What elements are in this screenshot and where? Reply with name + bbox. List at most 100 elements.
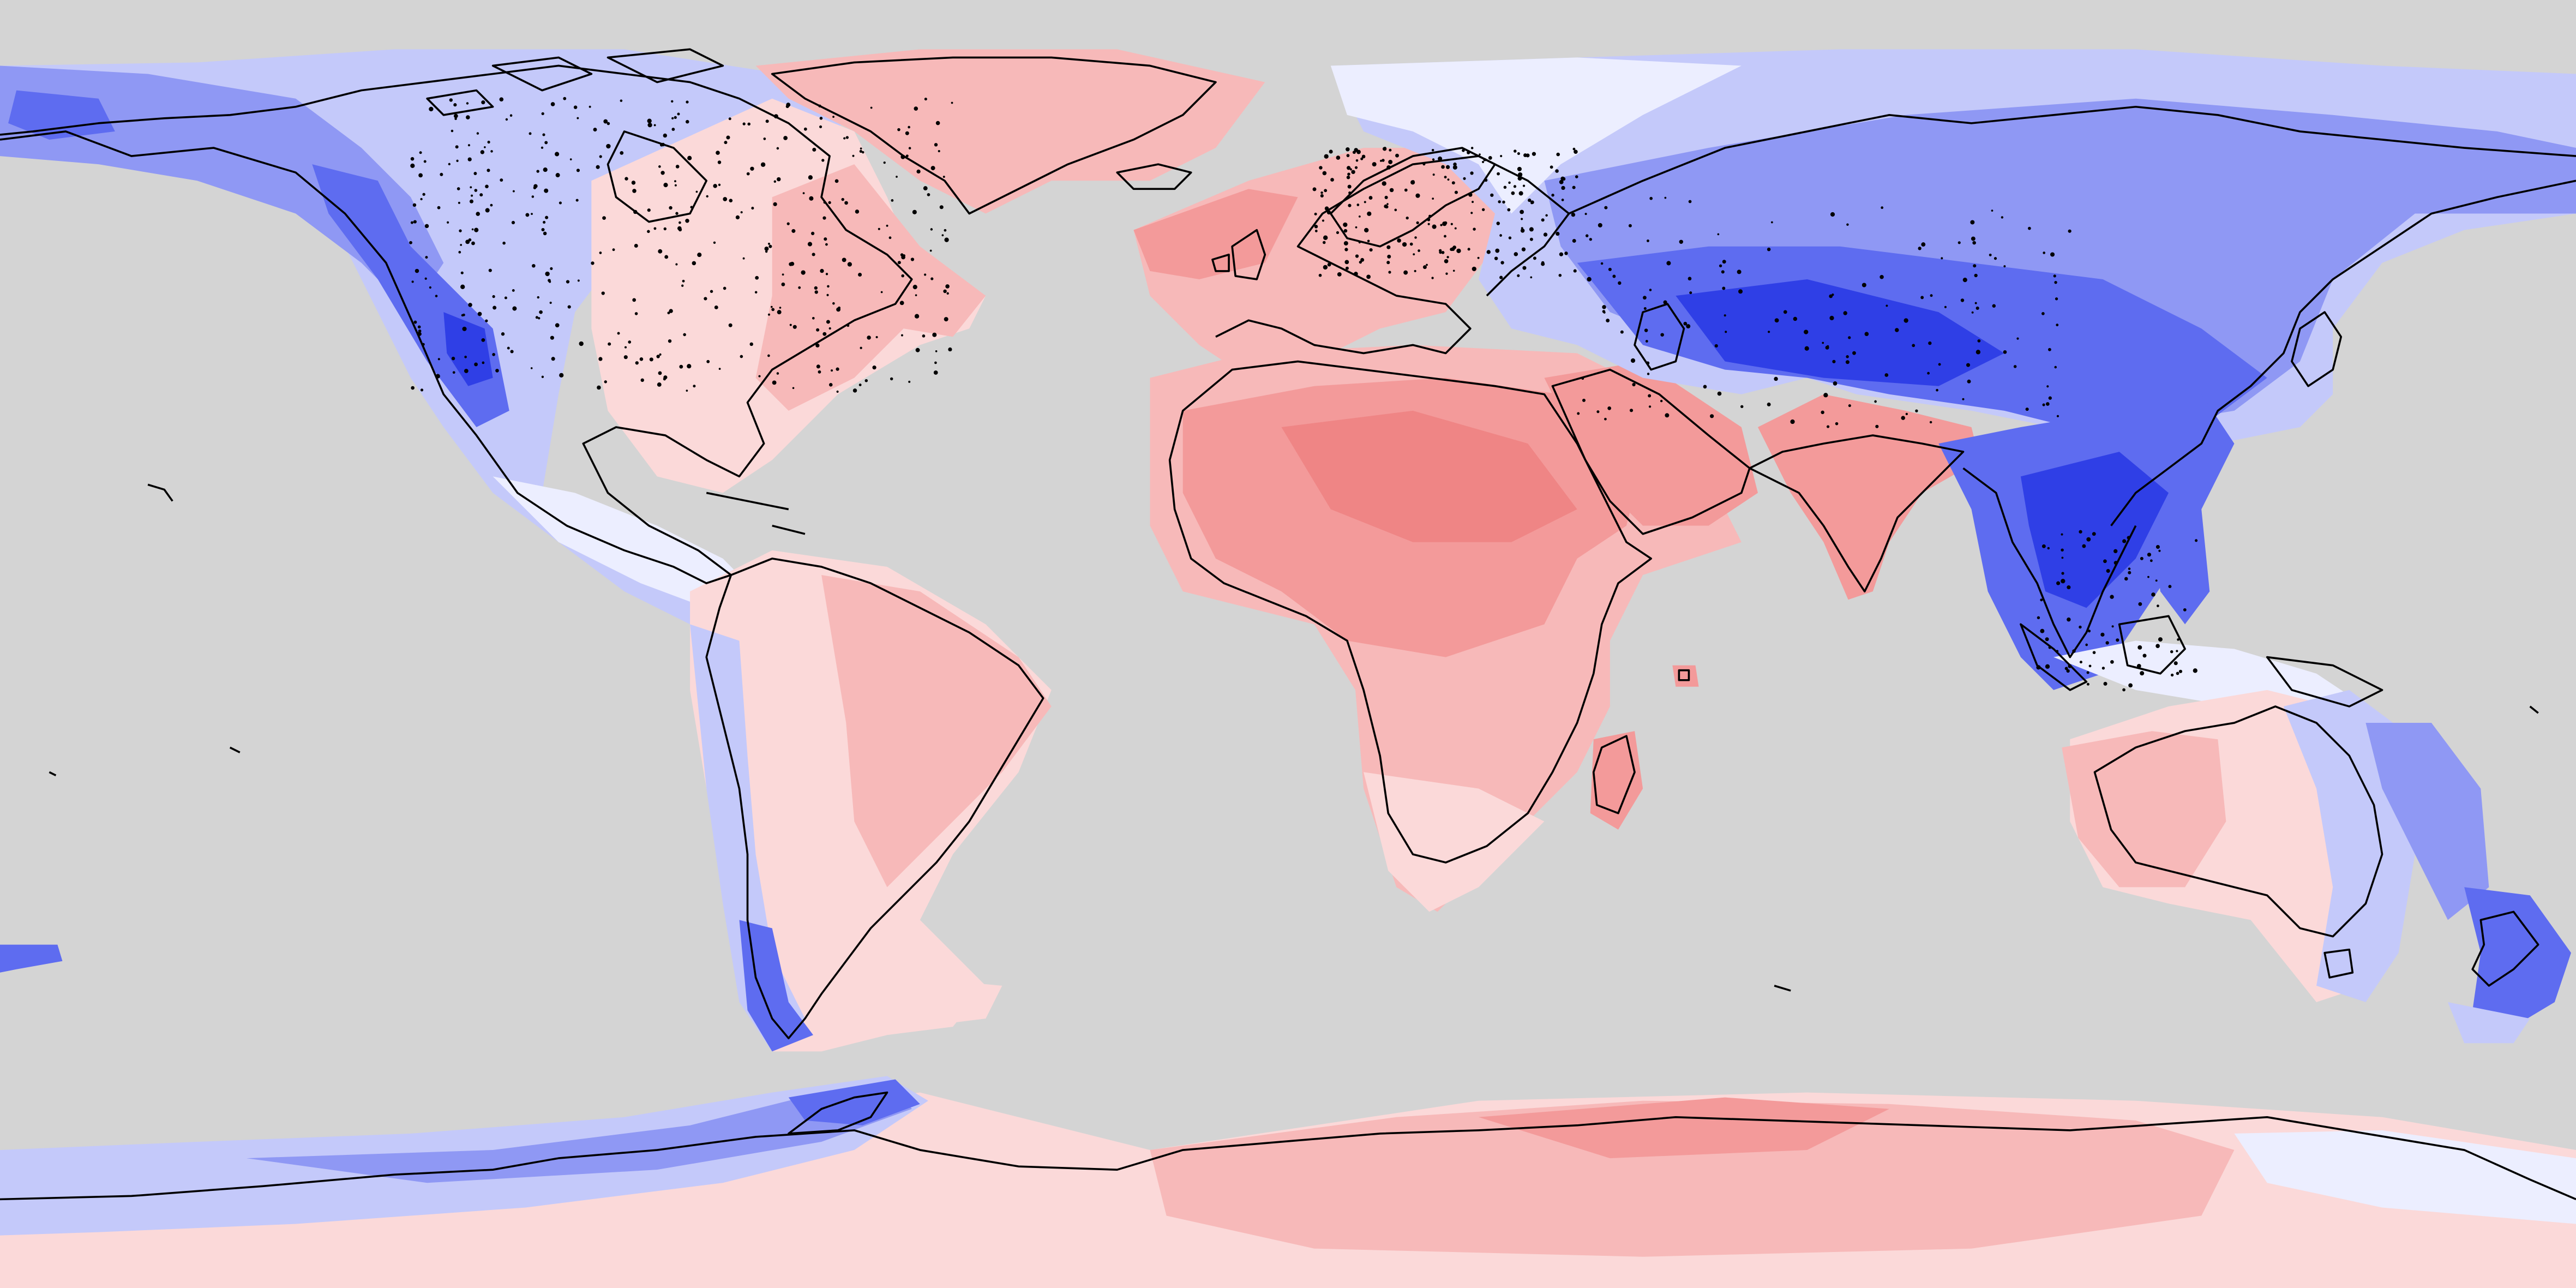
- lake-dot: [456, 159, 459, 162]
- lake-dot: [1514, 252, 1518, 256]
- lake-dot: [878, 227, 880, 230]
- lake-dot: [1848, 404, 1851, 408]
- lake-dot: [1432, 197, 1434, 200]
- lake-dot: [728, 117, 731, 121]
- lake-dot: [1397, 238, 1401, 243]
- lake-dot: [476, 212, 481, 216]
- lake-dot: [852, 388, 857, 393]
- lake-dot: [1647, 239, 1649, 242]
- coastline-south-america: [705, 558, 1044, 1040]
- lake-dot: [758, 375, 761, 378]
- lake-dot: [1427, 223, 1430, 225]
- lake-dot: [424, 277, 427, 280]
- lake-dot: [512, 306, 517, 311]
- lake-dot: [2136, 663, 2141, 668]
- lake-dot: [473, 172, 477, 175]
- lake-dot: [1971, 311, 1974, 314]
- lake-dot: [1628, 224, 1632, 227]
- lake-dot: [1689, 291, 1692, 295]
- lake-dot: [1367, 239, 1370, 243]
- lake-dot: [1472, 201, 1474, 203]
- lake-dot: [601, 291, 605, 295]
- lake-dot: [914, 106, 918, 111]
- field-tibet-strong: [1676, 279, 2004, 386]
- lake-dot: [1319, 166, 1323, 170]
- lake-dot: [1643, 296, 1647, 300]
- lake-dot: [2079, 625, 2082, 629]
- lake-dot: [1688, 200, 1692, 203]
- lake-dot: [435, 374, 440, 379]
- lake-dot: [2072, 649, 2076, 653]
- lake-dot: [1513, 185, 1517, 188]
- lake-dot: [1874, 400, 1877, 403]
- lake-dot: [777, 177, 781, 182]
- lake-dot: [495, 369, 499, 373]
- lake-dot: [1314, 230, 1318, 232]
- lake-dot: [808, 175, 813, 180]
- lake-dot: [942, 176, 945, 178]
- lake-dot: [1431, 277, 1434, 279]
- coastline-australia: [2093, 705, 2383, 938]
- lake-dot: [1632, 382, 1636, 387]
- lake-dot: [649, 357, 653, 362]
- lake-dot: [1970, 220, 1975, 225]
- lake-dot: [612, 248, 615, 251]
- lake-dot: [429, 286, 431, 289]
- lake-dot: [1555, 169, 1559, 173]
- lake-dot: [1444, 235, 1446, 238]
- lake-dot: [742, 257, 745, 260]
- coastline-scandinavia: [1330, 147, 1496, 248]
- lake-dot: [746, 172, 750, 176]
- lake-dot: [1904, 318, 1908, 323]
- lake-dot: [826, 293, 829, 296]
- lake-dot: [675, 165, 680, 169]
- lake-dot: [415, 268, 419, 273]
- lake-dot: [832, 116, 834, 118]
- lake-dot: [1921, 242, 1926, 247]
- lake-dot: [500, 178, 503, 182]
- lake-dot: [481, 338, 485, 342]
- field-australia-red: [2062, 731, 2226, 888]
- lake-dot: [671, 117, 674, 119]
- lake-dot: [912, 284, 917, 290]
- lake-dot: [1846, 223, 1849, 226]
- lake-dot: [1572, 239, 1576, 243]
- lake-dot: [943, 289, 947, 293]
- lake-dot: [2079, 530, 2082, 534]
- lake-dot: [1774, 376, 1778, 381]
- lake-dot: [1660, 399, 1663, 403]
- field-andes-blue: [690, 624, 805, 1052]
- lake-dot: [832, 302, 835, 305]
- lake-dot: [914, 314, 920, 319]
- lake-dot: [1355, 226, 1358, 229]
- lake-dot: [1973, 264, 1977, 268]
- lake-dot: [591, 261, 595, 265]
- lake-dot: [1479, 153, 1481, 155]
- lake-dot: [862, 151, 864, 154]
- lake-dot: [1944, 305, 1947, 308]
- coastline-japan: [2291, 311, 2343, 387]
- lake-dot: [1774, 318, 1779, 323]
- lake-dot: [1472, 266, 1476, 272]
- lake-dot: [783, 136, 788, 140]
- lake-dot: [2048, 646, 2051, 649]
- lake-dot: [1366, 274, 1371, 279]
- lake-dot: [2124, 577, 2128, 581]
- lake-dot: [1564, 251, 1568, 255]
- lake-dot: [1467, 151, 1470, 154]
- lake-dot: [1521, 247, 1526, 251]
- lake-dot: [511, 220, 515, 225]
- lake-dot: [728, 323, 732, 327]
- lake-dot: [935, 350, 938, 352]
- lake-dot: [2056, 415, 2059, 417]
- lake-dot: [1556, 231, 1560, 236]
- lake-dot: [1498, 200, 1501, 203]
- lake-dot: [2036, 665, 2041, 670]
- lake-dot: [2046, 385, 2049, 388]
- lake-dot: [1740, 405, 1744, 409]
- lake-dot: [944, 317, 948, 322]
- lake-dot: [944, 229, 947, 232]
- coastline-new-zealand: [2471, 910, 2539, 987]
- lake-dot: [1974, 273, 1978, 278]
